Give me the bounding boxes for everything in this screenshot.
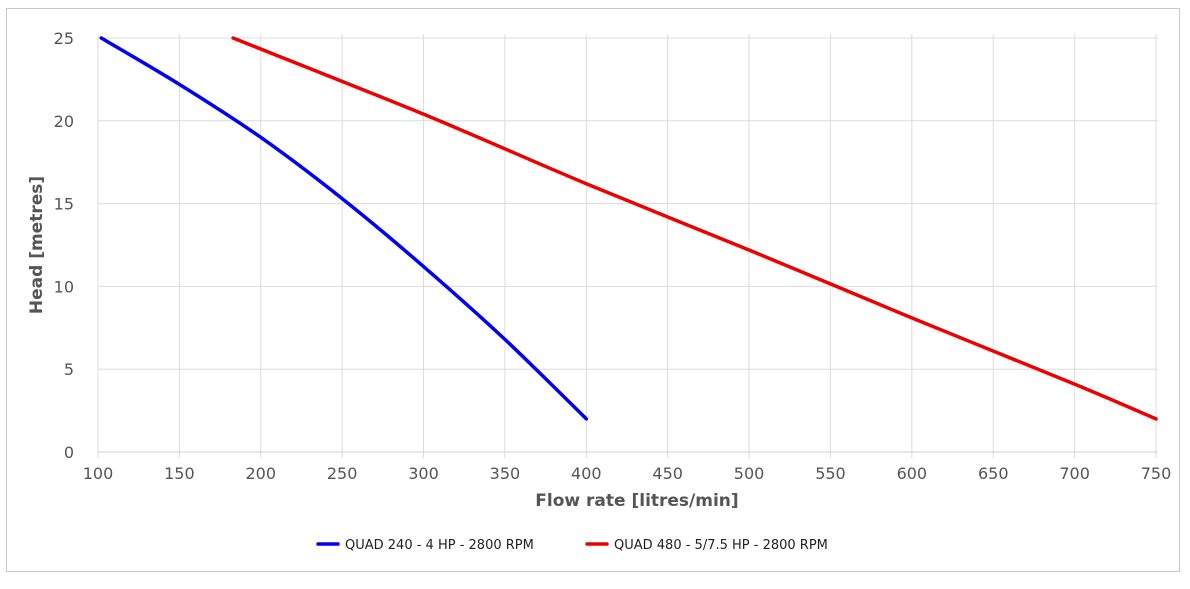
x-tick-label: 350 xyxy=(490,464,521,483)
y-tick-label: 0 xyxy=(64,443,74,462)
series-line-2 xyxy=(231,36,1158,421)
legend-item-2[interactable]: QUAD 480 - 5/7.5 HP - 2800 RPM xyxy=(585,538,828,553)
x-tick-label: 300 xyxy=(408,464,439,483)
series-lines xyxy=(99,36,1158,421)
x-tick-label: 150 xyxy=(164,464,195,483)
x-tick-label: 550 xyxy=(815,464,846,483)
x-axis-title: Flow rate [litres/min] xyxy=(535,491,738,511)
x-tick-label: 500 xyxy=(734,464,765,483)
legend-label: QUAD 480 - 5/7.5 HP - 2800 RPM xyxy=(614,538,828,553)
y-tick-label: 25 xyxy=(54,29,74,48)
grid xyxy=(97,34,1158,458)
chart-frame: 100 150 200 250 300 350 400 450 500 550 600 650 700 7… xyxy=(6,8,1180,572)
x-tick-label: 750 xyxy=(1141,464,1172,483)
legend[interactable]: QUAD 240 - 4 HP - 2800 RPM QUAD 480 - 5/7… xyxy=(316,538,828,553)
x-tick-label: 700 xyxy=(1059,464,1090,483)
y-tick-label: 15 xyxy=(54,195,74,214)
y-axis-title: Head [metres] xyxy=(27,176,47,314)
x-tick-label: 400 xyxy=(571,464,602,483)
x-tick-label: 600 xyxy=(897,464,928,483)
pump-curve-chart: 100 150 200 250 300 350 400 450 500 550 600 650 700 7… xyxy=(27,29,1171,553)
x-tick-label: 200 xyxy=(245,464,276,483)
x-tick-label: 100 xyxy=(83,464,114,483)
axes: 100 150 200 250 300 350 400 450 500 550 600 650 700 7… xyxy=(27,29,1171,511)
x-tick-label: 650 xyxy=(978,464,1009,483)
x-tick-label: 450 xyxy=(652,464,683,483)
x-tick-label: 250 xyxy=(327,464,358,483)
y-tick-label: 20 xyxy=(54,112,74,131)
legend-label: QUAD 240 - 4 HP - 2800 RPM xyxy=(345,538,534,553)
series-line-1 xyxy=(99,36,589,421)
y-tick-label: 10 xyxy=(54,277,74,296)
legend-item-1[interactable]: QUAD 240 - 4 HP - 2800 RPM xyxy=(316,538,534,553)
y-tick-label: 5 xyxy=(64,360,74,379)
